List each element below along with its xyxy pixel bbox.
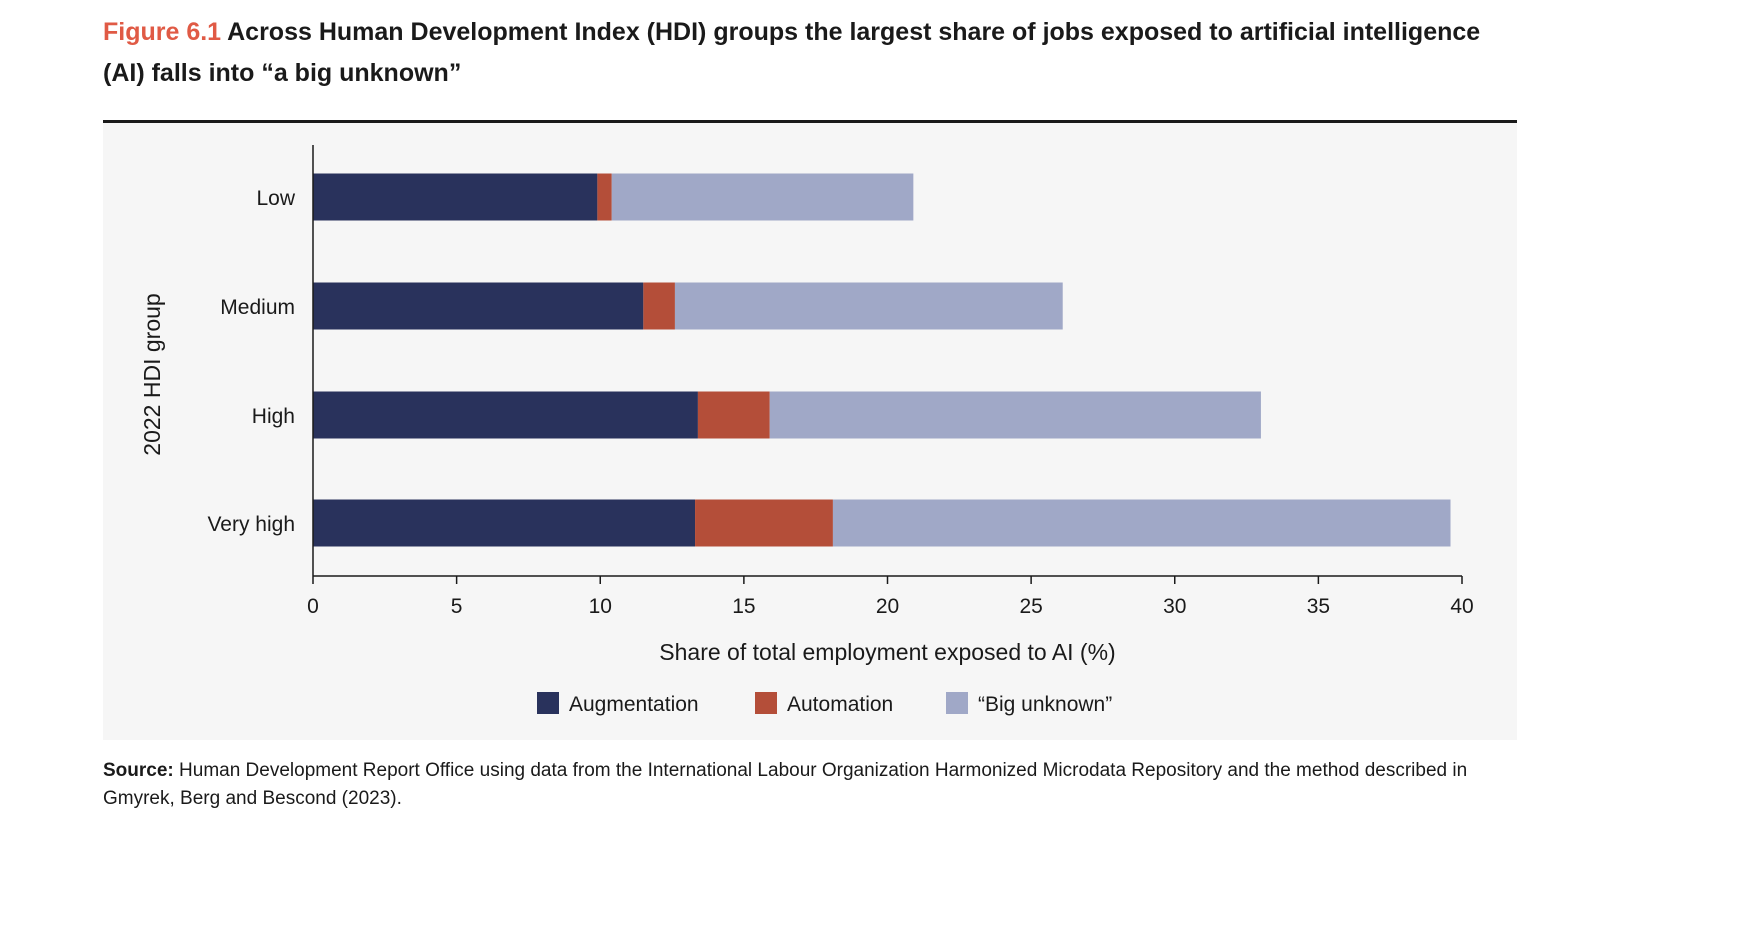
bar-low-automation xyxy=(597,173,612,221)
bar-very-high-big-unknown xyxy=(832,499,1451,547)
x-ticks: 0 5 10 15 20 25 30 35 40 xyxy=(307,576,1474,618)
figure-label: Figure 6.1 xyxy=(103,18,222,46)
bar-low-big-unknown xyxy=(611,173,914,221)
legend-label-augmentation: Augmentation xyxy=(569,693,699,716)
legend: Augmentation Automation “Big unknown” xyxy=(537,692,1112,716)
chart-panel: Low Medium High Very high 0 5 10 15 20 25 30 35 40 … xyxy=(103,123,1517,740)
legend-swatch-automation xyxy=(755,692,777,714)
bar-very-high-automation xyxy=(695,499,833,547)
legend-swatch-big-unknown xyxy=(946,692,968,714)
category-label-medium: Medium xyxy=(220,296,295,319)
x-tick-label-0: 0 xyxy=(307,595,319,618)
legend-label-big-unknown: “Big unknown” xyxy=(978,693,1112,716)
x-tick-label-15: 15 xyxy=(732,595,755,618)
x-tick-label-35: 35 xyxy=(1307,595,1330,618)
x-axis-label: Share of total employment exposed to AI … xyxy=(659,639,1115,665)
figure-title-text: Across Human Development Index (HDI) gro… xyxy=(103,18,1481,87)
bar-medium-augmentation xyxy=(313,282,644,330)
bar-low-augmentation xyxy=(313,173,598,221)
x-tick-label-20: 20 xyxy=(876,595,899,618)
bar-medium-automation xyxy=(643,282,675,330)
bar-high-automation xyxy=(697,391,770,439)
legend-label-automation: Automation xyxy=(787,693,893,716)
bar-very-high-augmentation xyxy=(313,499,696,547)
legend-swatch-augmentation xyxy=(537,692,559,714)
category-label-high: High xyxy=(252,405,295,428)
x-tick-label-40: 40 xyxy=(1450,595,1473,618)
x-tick-label-5: 5 xyxy=(451,595,463,618)
source-note: Source: Human Development Report Office … xyxy=(103,757,1523,813)
category-label-low: Low xyxy=(256,187,295,210)
figure-title: Figure 6.1 Across Human Development Inde… xyxy=(103,12,1523,94)
source-text: Human Development Report Office using da… xyxy=(103,760,1468,809)
bar-high-big-unknown xyxy=(769,391,1261,439)
x-tick-label-30: 30 xyxy=(1163,595,1186,618)
x-tick-label-10: 10 xyxy=(589,595,612,618)
bars-layer xyxy=(313,173,1451,547)
x-tick-label-25: 25 xyxy=(1019,595,1042,618)
category-labels: Low Medium High Very high xyxy=(207,187,295,536)
y-axis-label: 2022 HDI group xyxy=(139,293,165,455)
bar-high-augmentation xyxy=(313,391,698,439)
category-label-very-high: Very high xyxy=(207,513,295,536)
source-label: Source: xyxy=(103,760,174,781)
bar-medium-big-unknown xyxy=(674,282,1063,330)
title-rule xyxy=(103,120,1517,123)
